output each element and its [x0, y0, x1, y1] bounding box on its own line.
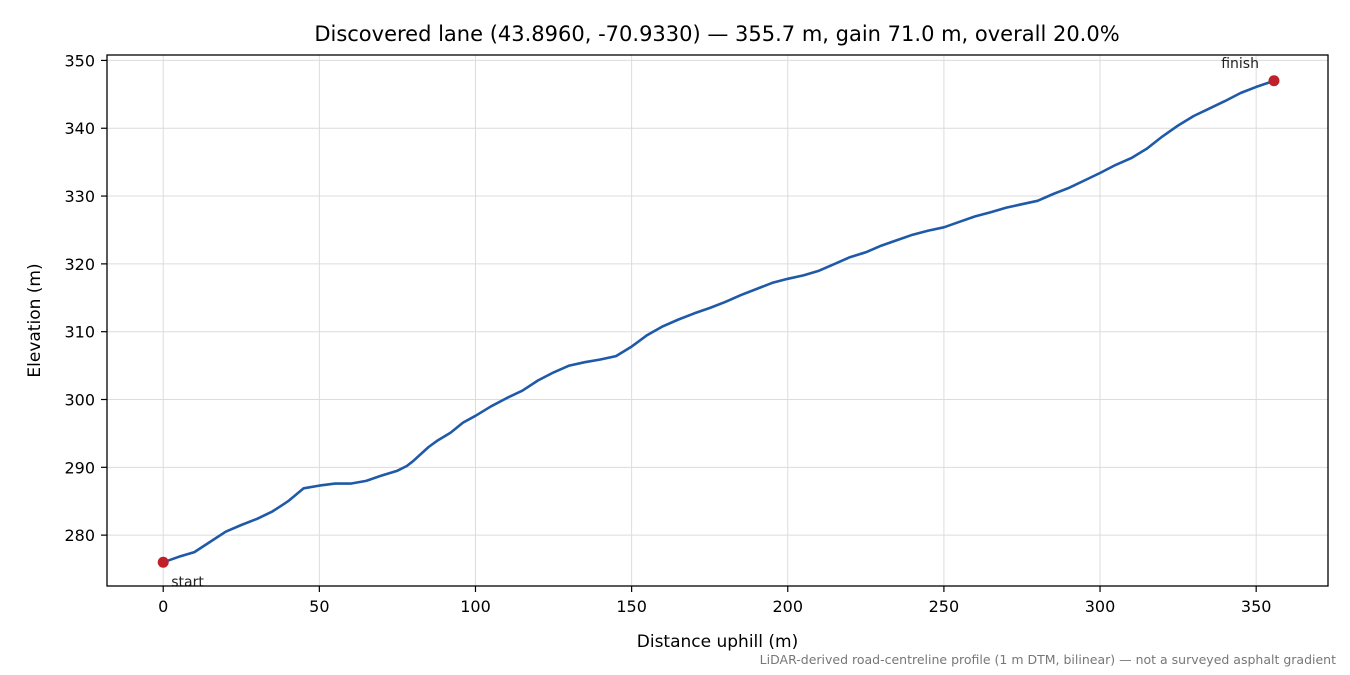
- start-marker: [157, 556, 169, 568]
- y-tick-label: 310: [64, 323, 95, 342]
- x-axis-label: Distance uphill (m): [637, 632, 798, 652]
- y-tick-label: 280: [64, 526, 95, 545]
- plot-frame: [106, 54, 1329, 587]
- series-layer: [161, 79, 1276, 564]
- y-tick-label: 330: [64, 187, 95, 206]
- ticks-layer: 0 50 100 150 200 250 300 350 280 290 300 310 320 330 3…: [64, 51, 1271, 616]
- chart-title: Discovered lane (43.8960, -70.9330) — 35…: [314, 22, 1119, 46]
- grid-layer: [107, 55, 1328, 586]
- footnote: LiDAR-derived road-centreline profile (1…: [760, 652, 1336, 667]
- y-axis-label: Elevation (m): [25, 263, 45, 377]
- x-tick-label: 150: [616, 597, 647, 616]
- y-tick-label: 320: [64, 255, 95, 274]
- x-tick-label: 0: [158, 597, 168, 616]
- y-tick-label: 340: [64, 119, 95, 138]
- x-tick-label: 250: [929, 597, 960, 616]
- finish-marker: [1268, 75, 1280, 87]
- x-tick-label: 50: [309, 597, 329, 616]
- start-label: start: [171, 574, 204, 590]
- x-tick-label: 200: [772, 597, 803, 616]
- y-tick-label: 300: [64, 391, 95, 410]
- x-tick-label: 350: [1241, 597, 1272, 616]
- y-tick-label: 290: [64, 458, 95, 477]
- annotation-layer: start finish: [157, 56, 1280, 590]
- x-tick-label: 300: [1085, 597, 1116, 616]
- y-tick-label: 350: [64, 51, 95, 70]
- elevation-line: [161, 79, 1276, 564]
- x-tick-label: 100: [460, 597, 491, 616]
- finish-label: finish: [1221, 56, 1259, 72]
